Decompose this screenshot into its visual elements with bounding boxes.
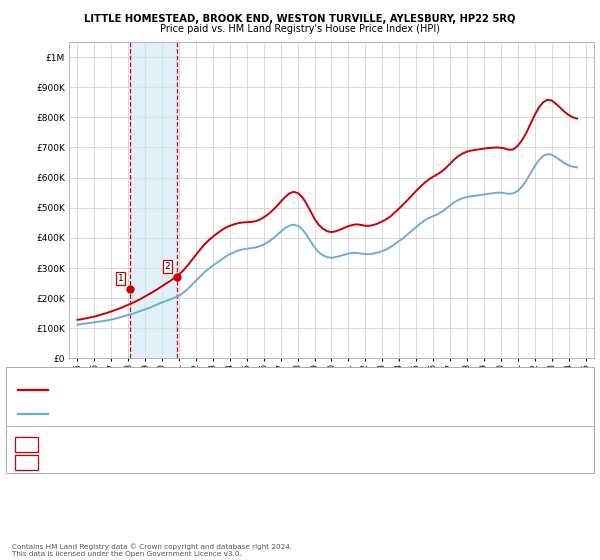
Text: £230,000: £230,000 (222, 440, 268, 450)
Text: 16-NOV-2000: 16-NOV-2000 (48, 458, 113, 468)
Text: 1: 1 (118, 274, 124, 283)
Text: Price paid vs. HM Land Registry's House Price Index (HPI): Price paid vs. HM Land Registry's House … (160, 24, 440, 34)
Text: 18-FEB-1998: 18-FEB-1998 (48, 440, 110, 450)
Text: LITTLE HOMESTEAD, BROOK END, WESTON TURVILLE, AYLESBURY, HP22 5RQ: LITTLE HOMESTEAD, BROOK END, WESTON TURV… (84, 14, 516, 24)
Text: Contains HM Land Registry data © Crown copyright and database right 2024.
This d: Contains HM Land Registry data © Crown c… (12, 544, 292, 557)
Text: 7% ↓ HPI: 7% ↓ HPI (336, 458, 382, 468)
Text: 2: 2 (23, 458, 29, 468)
Text: 2: 2 (164, 262, 170, 271)
Text: LITTLE HOMESTEAD, BROOK END, WESTON TURVILLE, AYLESBURY, HP22 5RQ (detached: LITTLE HOMESTEAD, BROOK END, WESTON TURV… (54, 386, 423, 395)
Text: HPI: Average price, detached house, Buckinghamshire: HPI: Average price, detached house, Buck… (54, 409, 283, 418)
Bar (130, 42, 177, 358)
Text: 1: 1 (23, 440, 29, 450)
Text: 15% ↑ HPI: 15% ↑ HPI (336, 440, 388, 450)
Text: £269,000: £269,000 (222, 458, 268, 468)
